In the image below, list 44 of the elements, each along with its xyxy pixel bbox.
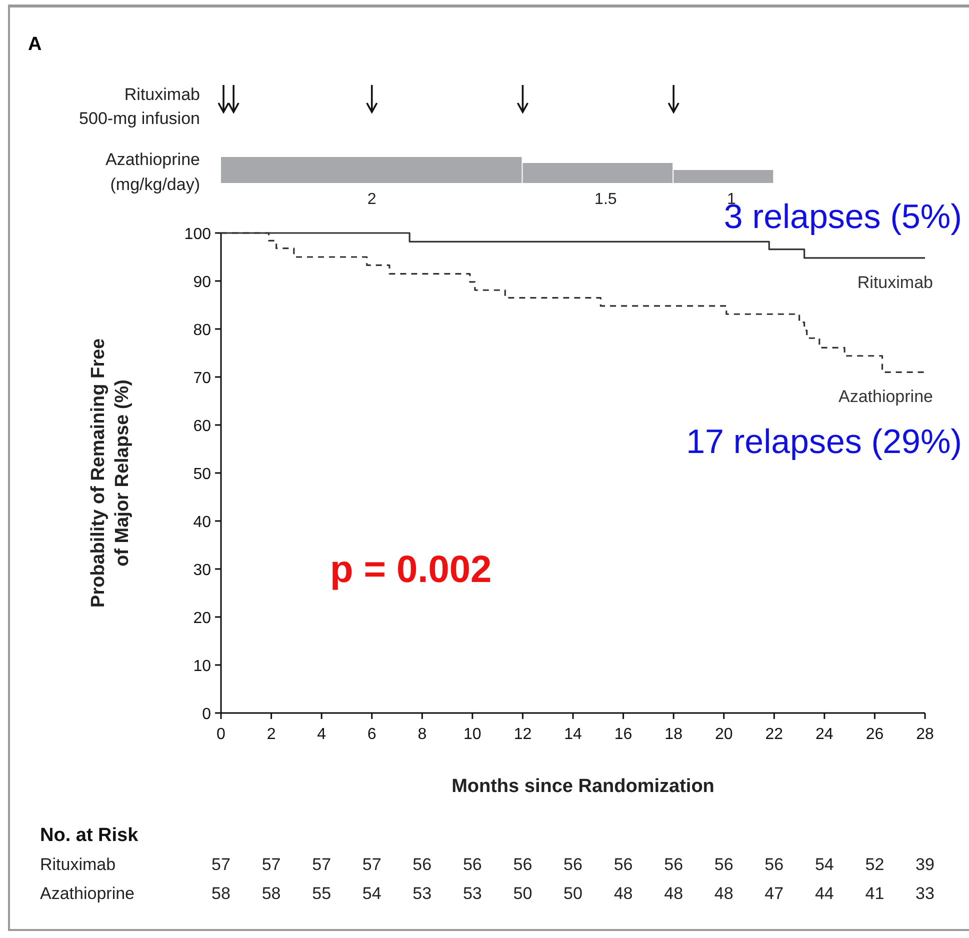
x-tick-label: 28 xyxy=(916,726,934,743)
y-tick-label: 30 xyxy=(193,562,212,579)
x-tick-label: 12 xyxy=(514,726,532,743)
x-tick-label: 26 xyxy=(866,726,884,743)
x-tick-label: 8 xyxy=(418,726,427,743)
text: 57 57 57 57 56 56 56 56 56 56 56 56 54 52 39 xyxy=(212,855,934,874)
x-tick-label: 20 xyxy=(714,726,733,743)
x-tick-label: 0 xyxy=(216,726,226,743)
y-tick-label: 70 xyxy=(193,370,212,387)
text: Azathioprine xyxy=(105,150,200,169)
annotation: p = 0.002 xyxy=(330,549,492,591)
y-tick-label: 10 xyxy=(193,658,212,675)
text: Rituximab xyxy=(40,855,116,874)
text: 1.5 xyxy=(594,191,617,208)
series-label: Rituximab xyxy=(857,272,933,292)
y-tick-label: 50 xyxy=(193,466,212,483)
text: 2 xyxy=(367,191,376,208)
text: No. at Risk xyxy=(40,825,139,846)
text: 500-mg infusion xyxy=(79,109,200,128)
y-tick-label: 80 xyxy=(193,322,212,339)
text: Azathioprine xyxy=(40,884,135,903)
x-tick-label: 18 xyxy=(664,726,683,743)
text: Rituximab xyxy=(124,85,200,104)
x-tick-label: 2 xyxy=(266,726,276,743)
y-tick-label: 0 xyxy=(202,706,212,723)
annotation: 17 relapses (29%) xyxy=(686,423,962,461)
y-tick-label: 60 xyxy=(193,418,212,435)
x-tick-label: 10 xyxy=(464,726,482,743)
x-tick-label: 4 xyxy=(317,726,326,743)
series-label: Azathioprine xyxy=(838,387,933,406)
x-tick-label: 24 xyxy=(816,726,834,743)
y-tick-label: 90 xyxy=(193,274,212,291)
text: (mg/kg/day) xyxy=(110,175,200,194)
x-tick-label: 22 xyxy=(765,726,784,743)
y-tick-label: 100 xyxy=(184,226,212,243)
y-tick-label: 40 xyxy=(193,514,212,531)
text: 58 58 55 54 53 53 50 50 48 48 48 47 44 41 33 xyxy=(212,884,934,903)
x-tick-label: 6 xyxy=(367,726,376,743)
text: A xyxy=(28,34,42,55)
x-tick-label: 16 xyxy=(614,726,632,743)
x-axis-title: Months since Randomization xyxy=(452,776,714,797)
y-axis-title: Probability of Remaining Free of Major Relapse (%) xyxy=(88,338,133,608)
x-tick-label: 14 xyxy=(564,726,582,743)
y-tick-label: 20 xyxy=(193,610,212,627)
